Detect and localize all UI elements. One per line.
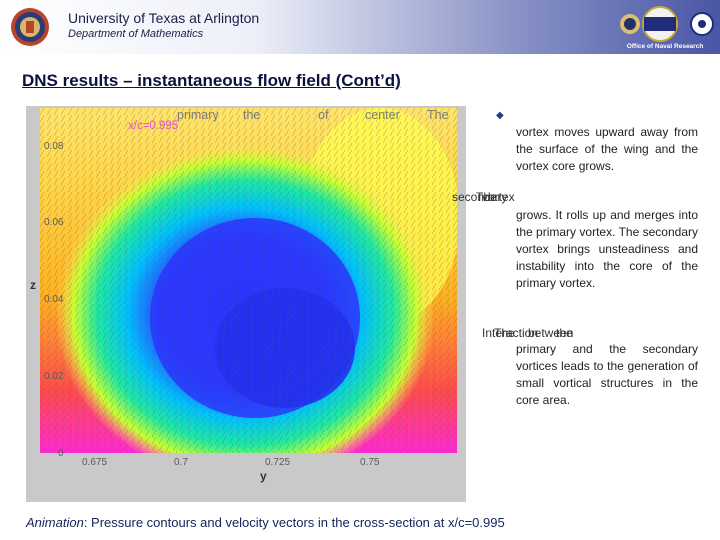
onr-caption: Office of Naval Research bbox=[626, 43, 704, 50]
overlap-word: The bbox=[476, 190, 497, 204]
x-tick: 0.75 bbox=[360, 457, 380, 468]
y-tick: 0 bbox=[58, 448, 64, 459]
overlap-word: between bbox=[528, 326, 574, 340]
note-paragraph-3: primary and the secondary vortices leads… bbox=[516, 342, 698, 407]
flow-field-plot bbox=[40, 108, 457, 453]
y-tick: 0.04 bbox=[44, 294, 64, 305]
overlap-word: the bbox=[556, 326, 573, 340]
university-name: University of Texas at Arlington bbox=[68, 10, 260, 26]
x-axis-label: y bbox=[260, 469, 267, 483]
overlay-word-1: primary bbox=[177, 108, 219, 122]
diamond-bullet-icon: ◆ bbox=[496, 110, 504, 121]
y-tick: 0.06 bbox=[44, 217, 64, 228]
slide-title-suffix: (Cont’d) bbox=[330, 71, 401, 90]
section-label: x/c=0.995 bbox=[128, 120, 179, 132]
overlap-word: secondary bbox=[452, 190, 508, 204]
overlap-word: vortex bbox=[482, 190, 515, 204]
overlay-word-4: center bbox=[365, 108, 400, 122]
slide-title: DNS results – instantaneous flow field (… bbox=[22, 71, 401, 91]
header-banner: University of Texas at Arlington Departm… bbox=[0, 0, 720, 54]
overlay-word-3: of bbox=[318, 108, 329, 122]
onr-logo-icon bbox=[620, 6, 714, 42]
note-paragraph-2: grows. It rolls up and merges into the p… bbox=[516, 208, 698, 290]
uta-seal-icon bbox=[11, 8, 49, 46]
department-name: Department of Mathematics bbox=[68, 28, 204, 40]
slide-title-main: DNS results – instantaneous flow field bbox=[22, 71, 331, 90]
caption-label: Animation bbox=[26, 515, 84, 530]
animation-caption: Animation: Pressure contours and velocit… bbox=[26, 515, 505, 530]
y-tick: 0.08 bbox=[44, 141, 64, 152]
note-paragraph-1: vortex moves upward away from the surfac… bbox=[516, 125, 698, 173]
y-axis-label: z bbox=[30, 278, 36, 292]
overlap-word: Interaction bbox=[482, 326, 539, 340]
overlay-word-2: the bbox=[243, 108, 261, 122]
caption-text: : Pressure contours and velocity vectors… bbox=[83, 515, 505, 530]
x-tick: 0.7 bbox=[174, 457, 188, 468]
overlay-word-5: The bbox=[427, 108, 449, 122]
x-tick: 0.675 bbox=[82, 457, 108, 468]
y-tick: 0.02 bbox=[44, 371, 64, 382]
x-tick: 0.725 bbox=[265, 457, 291, 468]
overlap-word: The bbox=[494, 326, 515, 340]
